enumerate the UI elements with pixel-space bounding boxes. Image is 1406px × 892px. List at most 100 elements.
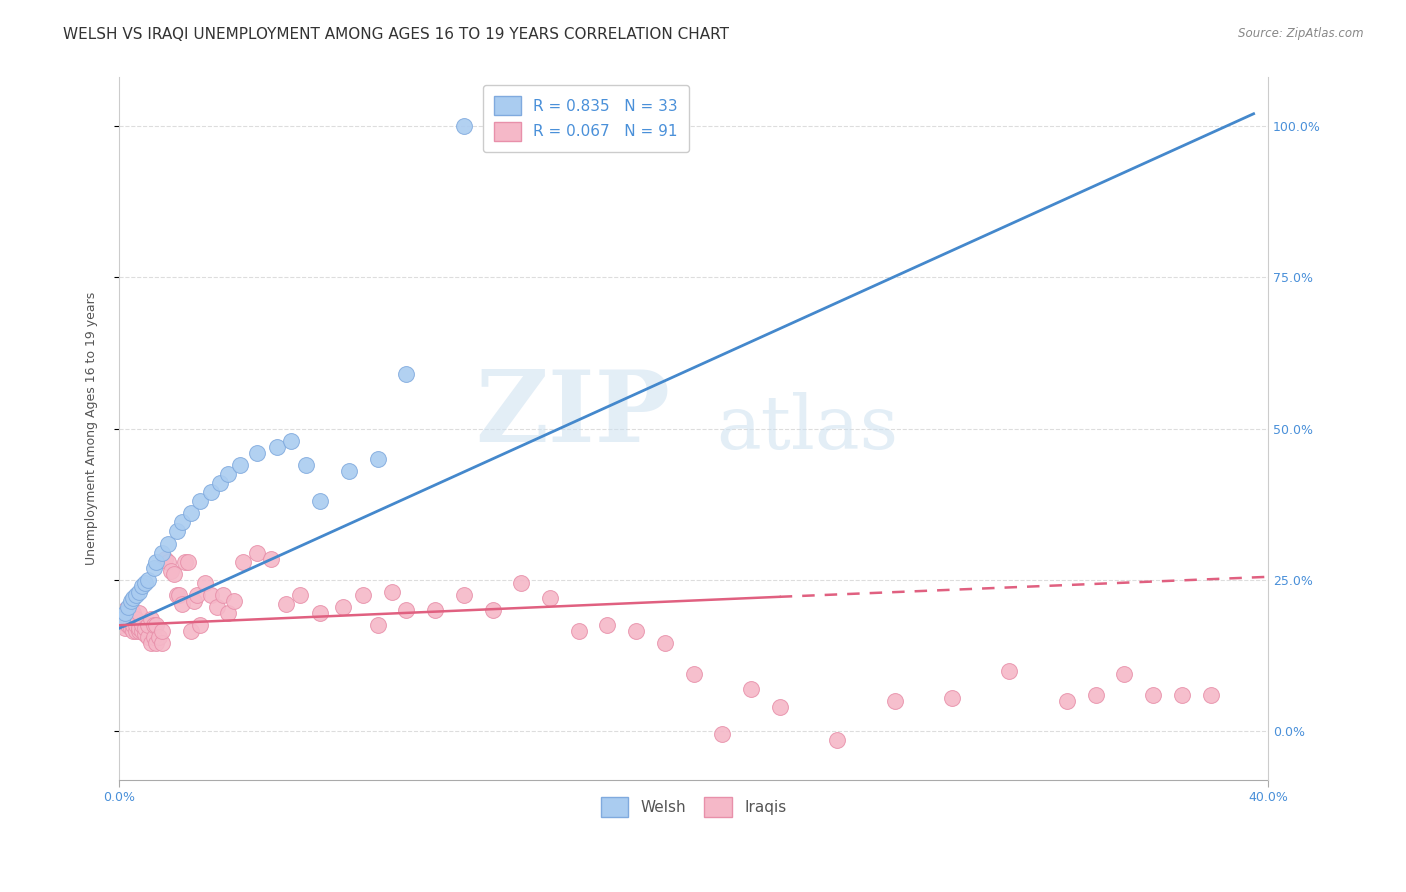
Point [217, 467, 239, 481]
Point [128, 621, 150, 635]
Point [229, 458, 252, 472]
Point [769, 700, 792, 714]
Point [395, 367, 418, 381]
Point [381, 585, 404, 599]
Point [163, 566, 186, 581]
Y-axis label: Unemployment Among Ages 16 to 19 years: Unemployment Among Ages 16 to 19 years [86, 292, 98, 566]
Point [117, 600, 139, 615]
Point [111, 612, 134, 626]
Point [136, 573, 159, 587]
Point [1084, 688, 1107, 702]
Point [120, 621, 142, 635]
Point [120, 603, 142, 617]
Point [122, 624, 145, 639]
Point [260, 551, 283, 566]
Point [172, 597, 194, 611]
Point [134, 621, 156, 635]
Point [1171, 688, 1194, 702]
Point [288, 588, 311, 602]
Point [624, 624, 647, 639]
Point [222, 594, 245, 608]
Point [120, 615, 142, 630]
Point [367, 618, 389, 632]
Text: WELSH VS IRAQI UNEMPLOYMENT AMONG AGES 16 TO 19 YEARS CORRELATION CHART: WELSH VS IRAQI UNEMPLOYMENT AMONG AGES 1… [63, 27, 730, 42]
Point [280, 434, 302, 448]
Point [352, 588, 374, 602]
Point [111, 615, 134, 630]
Point [139, 612, 162, 626]
Point [309, 494, 332, 508]
Legend: Welsh, Iraqis: Welsh, Iraqis [593, 789, 794, 824]
Point [883, 694, 905, 708]
Point [114, 603, 136, 617]
Point [367, 451, 389, 466]
Point [568, 119, 591, 133]
Point [131, 579, 153, 593]
Point [596, 618, 619, 632]
Point [128, 585, 150, 599]
Point [122, 618, 145, 632]
Point [711, 727, 734, 741]
Point [117, 606, 139, 620]
Point [188, 494, 211, 508]
Point [194, 575, 217, 590]
Text: ZIP: ZIP [475, 366, 671, 463]
Point [136, 631, 159, 645]
Point [111, 612, 134, 626]
Point [510, 119, 533, 133]
Point [481, 603, 503, 617]
Point [332, 600, 354, 615]
Point [183, 594, 205, 608]
Point [125, 612, 148, 626]
Point [177, 555, 200, 569]
Point [150, 546, 173, 560]
Point [166, 524, 188, 539]
Point [114, 615, 136, 630]
Point [453, 588, 475, 602]
Point [1142, 688, 1164, 702]
Point [1199, 688, 1222, 702]
Point [740, 681, 762, 696]
Point [150, 624, 173, 639]
Point [142, 631, 165, 645]
Point [998, 664, 1021, 678]
Point [510, 575, 533, 590]
Point [139, 636, 162, 650]
Point [145, 636, 167, 650]
Point [174, 555, 197, 569]
Point [205, 600, 228, 615]
Point [134, 575, 156, 590]
Point [246, 446, 269, 460]
Point [217, 606, 239, 620]
Point [208, 475, 231, 490]
Point [111, 606, 134, 620]
Point [136, 618, 159, 632]
Point [337, 464, 360, 478]
Point [172, 516, 194, 530]
Point [941, 690, 963, 705]
Point [169, 588, 191, 602]
Point [114, 609, 136, 624]
Point [309, 606, 332, 620]
Text: atlas: atlas [717, 392, 898, 465]
Point [246, 546, 269, 560]
Point [131, 618, 153, 632]
Point [180, 506, 202, 520]
Point [142, 560, 165, 574]
Point [117, 612, 139, 626]
Point [200, 485, 222, 500]
Point [156, 555, 179, 569]
Point [274, 597, 297, 611]
Point [148, 631, 170, 645]
Point [1114, 666, 1136, 681]
Point [128, 624, 150, 639]
Point [395, 603, 418, 617]
Point [266, 440, 288, 454]
Point [453, 119, 475, 133]
Point [145, 555, 167, 569]
Point [142, 618, 165, 632]
Point [145, 618, 167, 632]
Point [134, 627, 156, 641]
Point [180, 624, 202, 639]
Point [423, 603, 446, 617]
